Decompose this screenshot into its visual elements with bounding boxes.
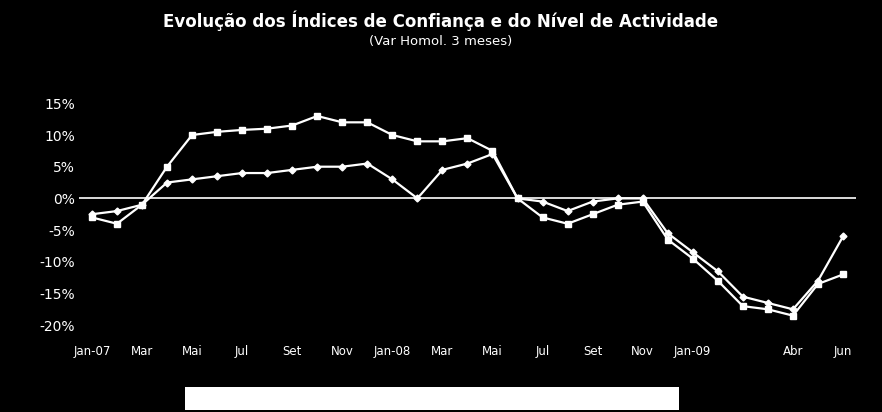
Text: (Var Homol. 3 meses): (Var Homol. 3 meses) <box>370 35 512 48</box>
Text: Evolução dos Índices de Confiança e do Nível de Actividade: Evolução dos Índices de Confiança e do N… <box>163 10 719 31</box>
